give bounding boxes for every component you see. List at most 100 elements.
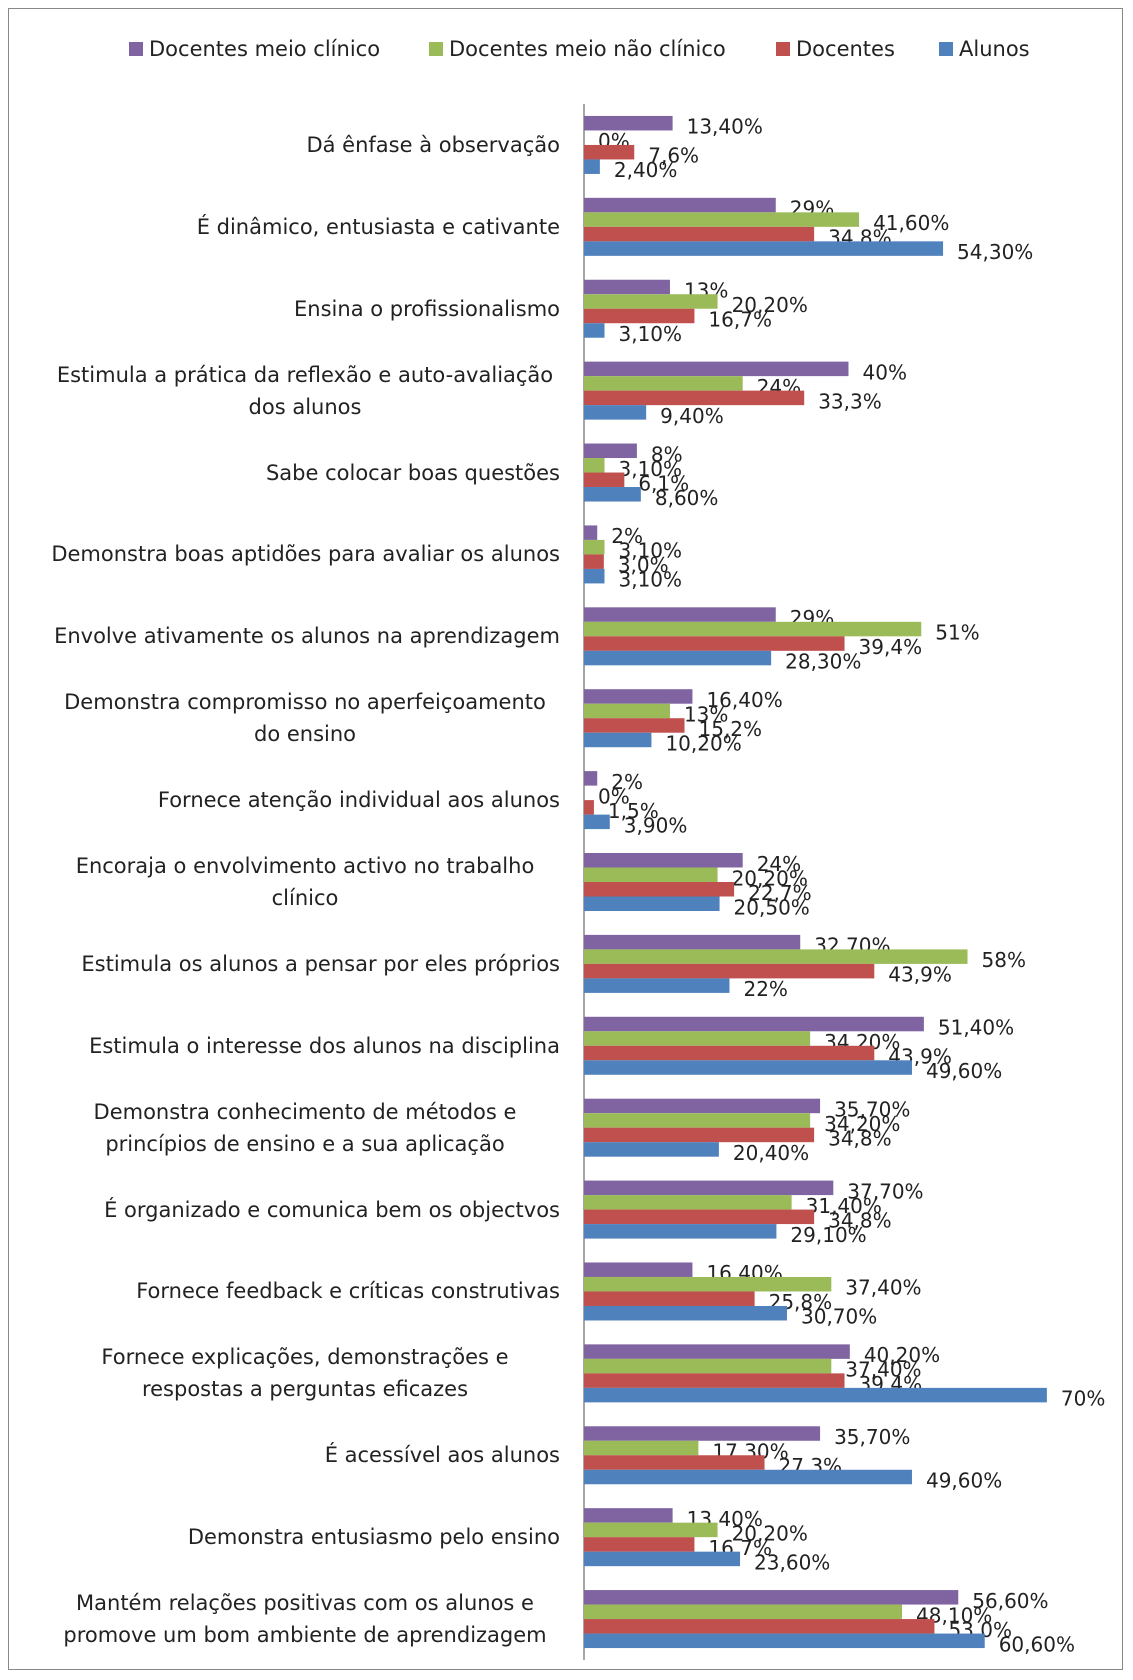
bar [584,144,635,160]
value-label: 29,10% [790,1223,866,1247]
value-label: 58% [982,948,1026,972]
value-label: 49,60% [926,1469,1002,1493]
bar [584,1440,699,1456]
value-label: 54,30% [957,240,1033,264]
value-label: 10,20% [665,731,741,755]
value-label: 33,3% [818,389,882,413]
value-label: 34,8% [828,1208,892,1232]
bar [584,1224,777,1239]
value-label: 41,60% [873,211,949,235]
value-label: 7,6% [648,144,699,168]
value-label: 16,7% [708,307,772,331]
bar [584,1604,903,1620]
value-label: 13% [684,702,728,726]
bar [584,882,735,897]
bar [584,1060,912,1075]
value-label: 8,60% [655,486,719,510]
category-label-box: Ensina o profissionalismo [20,293,560,325]
category-label: Encoraja o envolvimento activo no trabal… [75,854,535,910]
category-label-box: Demonstra entusiasmo pelo ensino [20,1521,560,1553]
legend-label: Alunos [959,37,1030,61]
bar [584,814,610,830]
value-label: 40% [863,360,907,384]
legend-swatch [939,42,953,56]
legend-label: Docentes meio não clínico [449,37,726,61]
value-label: 20,50% [734,895,810,919]
bar [584,607,776,622]
bar [584,323,605,338]
category-label: Ensina o profissionalismo [294,296,560,321]
legend-swatch [429,42,443,56]
bar [584,1180,834,1196]
category-label: Dá ênfase à observação [306,132,560,157]
bar [584,621,922,637]
value-label: 23,60% [754,1550,830,1574]
bar [584,458,605,473]
value-label: 8% [651,442,683,466]
chart-frame [8,8,1123,1670]
bar [584,963,875,979]
category-label: Demonstra conhecimento de métodos e prin… [93,1099,517,1156]
value-label: 37,40% [845,1276,921,1300]
value-label: 56,60% [972,1589,1048,1613]
bar [584,1387,1047,1403]
category-label-box: Fornece explicações, demonstrações e res… [20,1341,560,1405]
value-label: 20,20% [732,293,808,317]
bar [584,636,845,651]
bar [584,212,860,227]
bar [584,732,652,748]
value-label: 70% [1061,1387,1105,1411]
value-label: 31,40% [806,1194,882,1218]
bar [584,554,604,569]
value-label: 2% [611,524,643,548]
bar [584,308,695,324]
bar [584,1276,832,1292]
value-label: 3,10% [618,539,682,563]
value-label: 37,40% [845,1358,921,1382]
value-label: 3,10% [618,322,682,346]
value-label: 15,2% [699,717,763,741]
category-label-box: Dá ênfase à observação [20,129,560,161]
bar [584,361,849,377]
value-label: 20,20% [732,866,808,890]
bar [584,1344,850,1359]
category-label: Envolve ativamente os alunos na aprendiz… [54,624,560,649]
bar [584,390,805,406]
bar [584,159,600,174]
bar [584,1426,821,1441]
bar [584,241,944,256]
category-label: Sabe colocar boas questões [265,460,560,485]
category-label: Fornece feedback e críticas construtivas [136,1279,560,1304]
bar [584,1551,741,1567]
bar [584,1455,765,1470]
bar [584,689,693,704]
bar [584,1142,719,1157]
bar [584,539,605,555]
bar [584,443,637,459]
category-label-box: É organizado e comunica bem os objectvos [20,1194,560,1226]
category-label: Demonstra entusiasmo pelo ensino [187,1525,560,1550]
value-label: 0% [598,784,630,808]
category-label: Estimula o interesse dos alunos na disci… [89,1033,560,1058]
bar [584,1508,673,1523]
bar [584,1619,935,1634]
bar [584,294,718,309]
category-label-box: Sabe colocar boas questões [20,457,560,489]
value-label: 34,8% [828,1126,892,1150]
category-label-box: É dinâmico, entusiasta e cativante [20,211,560,243]
category-label: É dinâmico, entusiasta e cativante [196,214,560,239]
category-label-box: Mantém relações positivas com os alunos … [20,1587,560,1651]
bar [584,978,730,993]
value-label: 13,40% [687,115,763,139]
value-label: 60,60% [999,1632,1075,1656]
bar [584,800,594,815]
value-label: 37,70% [847,1179,923,1203]
bar [584,1522,718,1538]
category-label-box: Demonstra conhecimento de métodos e prin… [20,1096,560,1160]
bar [584,718,685,733]
value-label: 51,40% [938,1016,1014,1040]
bar [584,1016,924,1032]
value-label: 16,40% [706,688,782,712]
bar [584,472,625,488]
